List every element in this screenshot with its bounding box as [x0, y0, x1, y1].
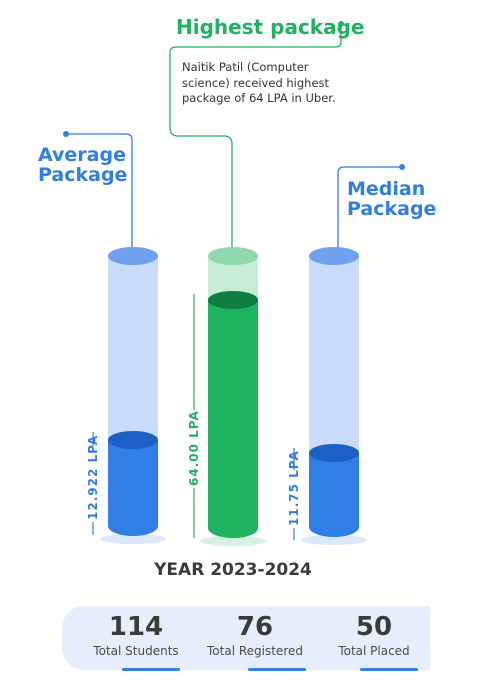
median-value-label: 11.75 LPA [287, 450, 301, 526]
median-cylinder-fill-top [309, 444, 359, 462]
average-cylinder-fill-top [108, 431, 158, 449]
highest-shadow [200, 536, 266, 546]
average-package-title: Average Package [38, 144, 128, 186]
highest-package-description: Naitik Patil (Computer science) received… [182, 60, 336, 106]
average-cylinder-empty [108, 256, 158, 446]
stat-number: 76 [236, 612, 274, 642]
highest-cylinder-top [208, 247, 258, 265]
average-title-line1: Average [38, 144, 126, 166]
highest-cylinder-fill-top [208, 291, 258, 309]
stat-underline-placed [360, 668, 418, 671]
stat-label: Total Registered [207, 644, 303, 658]
stat-total-placed: 50 Total Placed [324, 612, 424, 658]
stat-total-registered: 76 Total Registered [200, 612, 310, 658]
average-shadow [100, 534, 166, 544]
year-label: YEAR 2023-2024 [154, 560, 312, 580]
median-cylinder-fill [309, 453, 359, 537]
stat-number: 114 [108, 612, 164, 642]
highest-package-title: Highest package [176, 15, 365, 39]
median-title-line2: Package [347, 197, 437, 220]
stat-label: Total Students [93, 644, 179, 658]
stat-number: 50 [355, 612, 393, 642]
median-shadow [301, 535, 367, 545]
stat-total-students: 114 Total Students [86, 612, 186, 658]
stats-panel: 114 Total Students 76 Total Registered 5… [62, 606, 430, 671]
stat-underline-students [122, 668, 180, 671]
stat-label: Total Placed [338, 644, 410, 658]
average-value-label: 12.922 LPA [86, 434, 100, 520]
median-cylinder-top [309, 247, 359, 265]
highest-value-label: 64.00 LPA [187, 410, 201, 486]
average-cylinder-fill [108, 440, 158, 536]
median-package-title: Median Package [347, 178, 437, 220]
average-title-line2: Package [38, 163, 128, 186]
highest-cylinder-fill [208, 300, 258, 538]
stat-underline-registered [248, 668, 306, 671]
median-cylinder-empty [309, 256, 359, 456]
average-cylinder-top [108, 247, 158, 265]
median-title-line1: Median [347, 178, 426, 200]
